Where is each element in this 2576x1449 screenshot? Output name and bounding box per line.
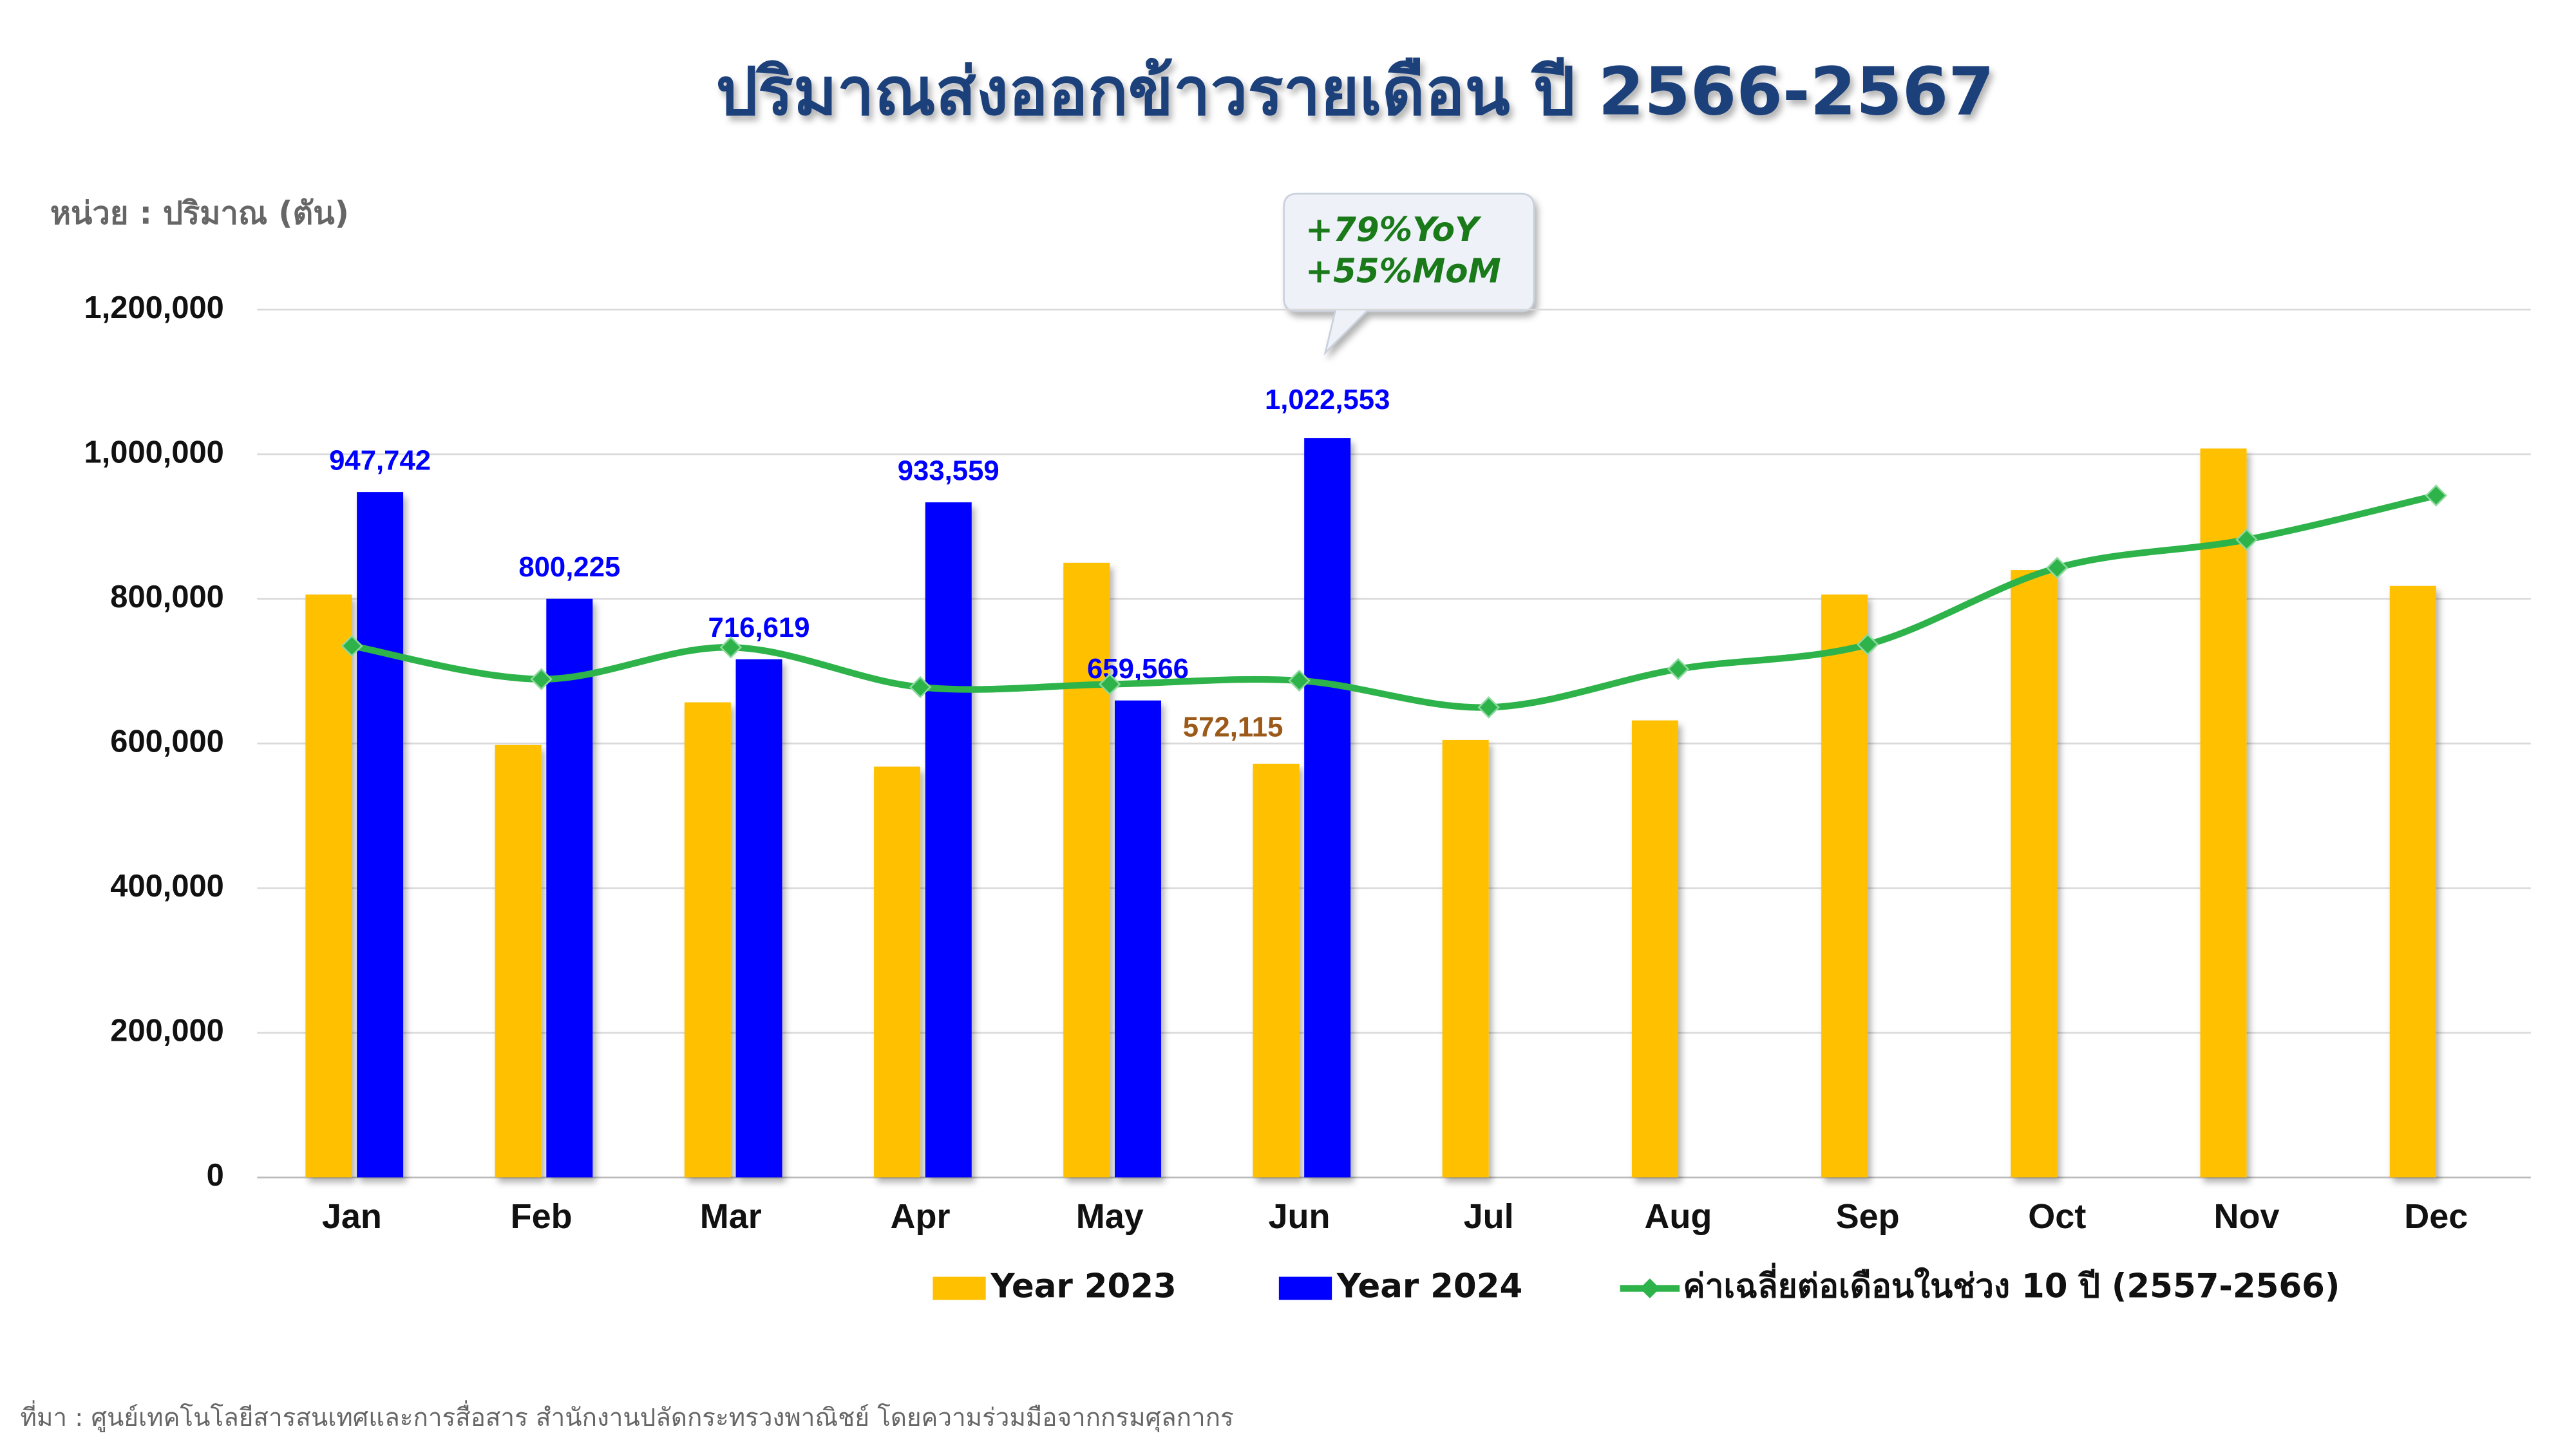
- bar: [1253, 763, 1300, 1178]
- legend-label: Year 2023: [990, 1267, 1176, 1306]
- annotation: +55%MoM: [1305, 252, 1501, 290]
- legend-label: Year 2024: [1336, 1267, 1522, 1306]
- data-label: 933,559: [898, 455, 999, 486]
- bar: [1821, 594, 1868, 1178]
- bar: [874, 766, 921, 1178]
- bar: [495, 744, 542, 1178]
- legend-swatch: [1278, 1276, 1332, 1300]
- bar-series: [357, 438, 1351, 1178]
- data-label: 800,225: [518, 551, 620, 583]
- line-marker: [909, 676, 932, 699]
- line-marker: [1856, 633, 1879, 656]
- legend-swatch: [1640, 1278, 1660, 1298]
- line-marker: [2235, 528, 2258, 551]
- x-tick-label: Dec: [2404, 1197, 2468, 1236]
- x-tick-label: Sep: [1836, 1197, 1900, 1236]
- line-marker: [1288, 669, 1311, 692]
- x-tick-label: Jan: [322, 1197, 382, 1236]
- line-marker: [1667, 658, 1690, 681]
- bar-series: [305, 448, 2436, 1178]
- y-tick-label: 200,000: [110, 1014, 224, 1048]
- line-marker: [2046, 556, 2069, 579]
- line-marker: [2425, 484, 2447, 507]
- bar: [684, 702, 731, 1178]
- source-note: ที่มา : ศูนย์เทคโนโลยีสารสนเทศและการสื่อ…: [21, 1400, 1234, 1432]
- bar: [925, 502, 972, 1178]
- callout: [1283, 193, 1535, 355]
- data-label: 947,742: [329, 444, 431, 476]
- y-tick-label: 400,000: [110, 869, 224, 904]
- bar: [2389, 585, 2436, 1178]
- data-label: 716,619: [708, 612, 810, 643]
- y-tick-label: 1,200,000: [84, 290, 224, 325]
- chart-title: ปริมาณส่งออกข้าวรายเดือน ปี 2566-2567: [715, 53, 1994, 130]
- bar: [2200, 448, 2247, 1178]
- bar: [1063, 562, 1110, 1178]
- y-tick-label: 0: [207, 1158, 224, 1193]
- line-marker: [341, 634, 363, 658]
- data-label: 1,022,553: [1265, 384, 1390, 415]
- line-marker: [1477, 696, 1500, 719]
- bar: [1114, 700, 1161, 1178]
- x-tick-label: Mar: [700, 1197, 762, 1236]
- x-tick-label: Jun: [1268, 1197, 1330, 1236]
- x-tick-label: Apr: [891, 1197, 951, 1236]
- x-tick-label: Feb: [511, 1197, 573, 1236]
- x-tick-label: Aug: [1644, 1197, 1712, 1236]
- y-tick-label: 1,000,000: [84, 435, 224, 469]
- y-unit-label: หน่วย : ปริมาณ (ตัน): [50, 194, 349, 231]
- bar: [1304, 438, 1351, 1178]
- bar: [546, 598, 593, 1178]
- x-tick-label: Oct: [2028, 1197, 2086, 1236]
- data-label: 572,115: [1183, 711, 1283, 743]
- legend-label: ค่าเฉลี่ยต่อเดือนในช่วง 10 ปี (2557-2566…: [1683, 1263, 2340, 1306]
- x-tick-label: Nov: [2214, 1197, 2280, 1236]
- bar: [305, 594, 352, 1178]
- line-marker: [719, 636, 743, 659]
- y-tick-label: 800,000: [110, 580, 224, 614]
- bar: [1631, 720, 1678, 1178]
- bar: [1442, 739, 1489, 1178]
- line-marker: [1099, 673, 1121, 696]
- bar: [2011, 570, 2058, 1178]
- line-marker: [530, 668, 553, 690]
- callout-box: [1283, 193, 1535, 355]
- bar: [357, 492, 404, 1178]
- y-tick-label: 600,000: [110, 724, 224, 759]
- x-tick-label: Jul: [1464, 1197, 1514, 1236]
- annotation: +79%YoY: [1305, 211, 1482, 249]
- line-series: [351, 492, 2437, 711]
- x-tick-label: May: [1076, 1197, 1144, 1236]
- legend-swatch: [933, 1276, 986, 1300]
- bar: [735, 659, 782, 1178]
